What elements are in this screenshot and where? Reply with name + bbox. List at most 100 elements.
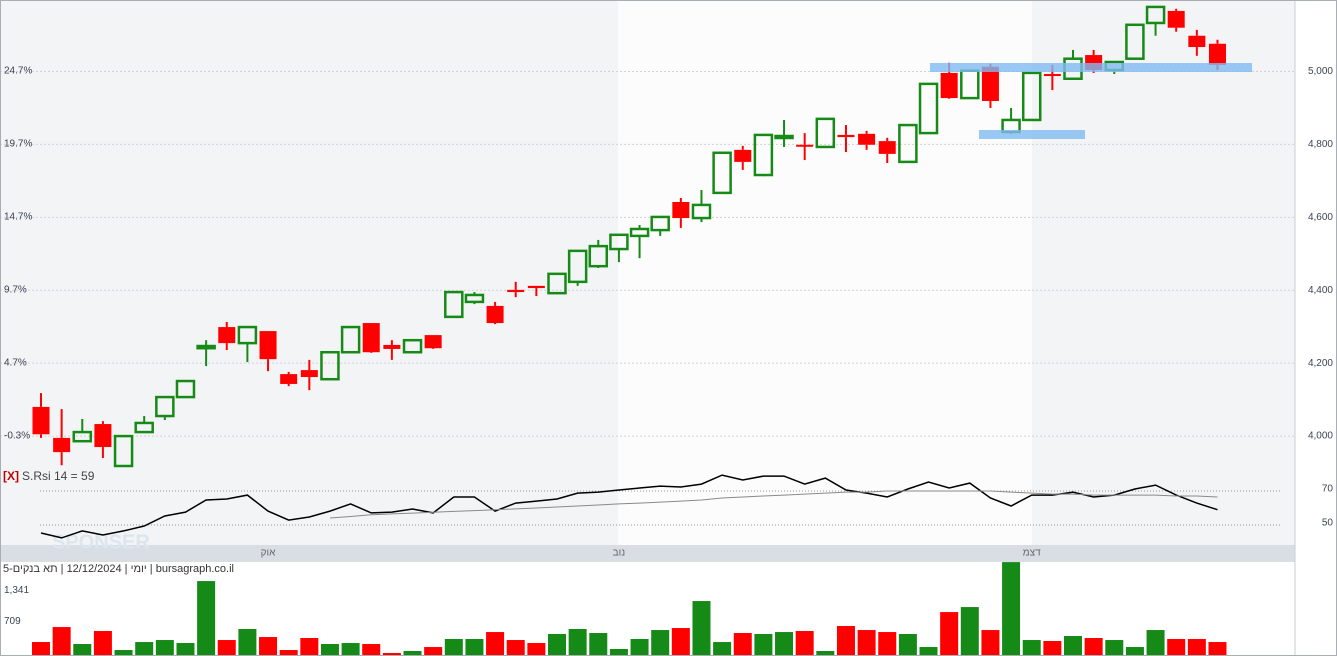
- month-shade: [618, 0, 1032, 545]
- volume-bar: [1146, 630, 1165, 656]
- volume-bar: [733, 633, 752, 656]
- volume-bar: [1043, 641, 1062, 656]
- candle-body: [196, 344, 216, 350]
- candle-body: [547, 272, 567, 295]
- volume-bar: [940, 612, 959, 656]
- volume-bar: [878, 632, 897, 656]
- candle-body: [1167, 10, 1185, 28]
- candle-body: [691, 203, 712, 220]
- volume-bar: [444, 638, 463, 656]
- candle-body: [940, 72, 958, 99]
- candle-body: [629, 227, 650, 238]
- candle-body: [94, 424, 112, 448]
- rsi-line: [329, 490, 1218, 519]
- candle-body: [774, 134, 794, 140]
- candle-body: [734, 149, 752, 162]
- volume-bar: [775, 632, 794, 656]
- volume-bar: [1208, 642, 1227, 656]
- candle-body: [32, 406, 50, 435]
- volume-bar: [548, 634, 566, 656]
- candle-body: [486, 305, 504, 324]
- candle-body: [259, 331, 277, 360]
- volume-bar: [589, 633, 608, 656]
- info-line: יומי | 12/12/2024 | תא בנקים-5 | bursagr…: [3, 563, 234, 575]
- watermark: SPONSER: [52, 531, 150, 553]
- volume-bar: [692, 601, 711, 656]
- y-tick-label: 5,000: [1308, 66, 1333, 77]
- volume-bar: [1084, 638, 1103, 656]
- candle-body: [237, 325, 258, 345]
- volume-bar: [362, 643, 381, 656]
- candle-body: [1188, 35, 1206, 48]
- y2-tick-label: 19.7%: [4, 139, 32, 150]
- volume-bar: [1002, 562, 1021, 656]
- plot: 4,000 4,200 4,400 4,600 4,800 5,000 -0.3% 4.7% 9…: [0, 5, 1334, 656]
- candle-body: [424, 335, 442, 349]
- candle-body: [796, 144, 814, 147]
- candle-body: [175, 379, 196, 399]
- candle-body: [113, 434, 134, 468]
- volume-bar: [217, 640, 236, 656]
- candle-body: [878, 141, 896, 154]
- volume-bar: [424, 647, 443, 656]
- volume-bar: [341, 643, 360, 656]
- y-tick-label: 4,000: [1308, 431, 1333, 442]
- volume-bar: [259, 637, 278, 656]
- y2-tick-label: 4.7%: [4, 358, 27, 369]
- volume-bar: [506, 640, 525, 656]
- volume-bar: [651, 630, 670, 656]
- volume-bar: [382, 653, 401, 656]
- y-tick-label: 4,400: [1308, 285, 1333, 296]
- volume-bar: [630, 638, 649, 656]
- volume-bar: [1064, 636, 1082, 656]
- month-shade: [1032, 0, 1295, 545]
- candle-body: [753, 133, 774, 177]
- candle-body: [134, 421, 154, 434]
- volume-bar: [32, 642, 50, 656]
- candle-body: [981, 66, 999, 102]
- volume-bar: [52, 627, 71, 656]
- candle-body: [815, 117, 836, 149]
- candle-body: [609, 233, 629, 251]
- volume-bar: [609, 648, 628, 656]
- rsi-title: S.Rsi 14 = 59: [22, 469, 95, 483]
- candle-body: [340, 325, 361, 354]
- volume-bar: [1105, 640, 1124, 656]
- candle-body: [72, 430, 93, 443]
- rsi-close[interactable]: [X]: [3, 469, 19, 483]
- volume-bar: [960, 607, 979, 656]
- candle-body: [918, 82, 939, 135]
- candle-body: [464, 293, 485, 304]
- y-tick-label: 70: [1322, 484, 1334, 495]
- candle-body: [53, 437, 71, 453]
- volume-bar: [465, 638, 484, 656]
- y-tick-label: 4,800: [1308, 139, 1333, 150]
- x-tick-label: נוב: [613, 548, 626, 559]
- candle-body: [567, 249, 588, 284]
- y-tick-label: 4,200: [1308, 358, 1333, 369]
- candle-body: [1021, 71, 1042, 122]
- x-tick-label: אוק: [261, 548, 276, 559]
- x-tick-label: דצמ: [1023, 548, 1041, 559]
- y-tick-label: 1,341: [4, 585, 29, 596]
- volume-bar: [1125, 647, 1144, 656]
- volume-bar: [279, 650, 298, 656]
- volume-bar: [919, 647, 938, 656]
- volume-bar: [197, 581, 216, 656]
- volume-bar: [836, 626, 855, 656]
- zones: [930, 63, 1252, 139]
- candle-body: [218, 327, 236, 344]
- candle-body: [1043, 74, 1061, 77]
- month-shade: [0, 0, 618, 545]
- volume-bar: [176, 643, 195, 656]
- candle-body: [1125, 23, 1145, 60]
- candle-body: [837, 134, 855, 138]
- volume-bar: [238, 629, 257, 656]
- volume-bar: [857, 630, 876, 656]
- candle-body: [712, 151, 732, 195]
- volume-bar: [898, 634, 917, 656]
- support-zone: [979, 130, 1085, 139]
- volume-bar: [1022, 640, 1041, 656]
- volume-bar: [1167, 638, 1186, 656]
- volume-bar: [527, 643, 546, 656]
